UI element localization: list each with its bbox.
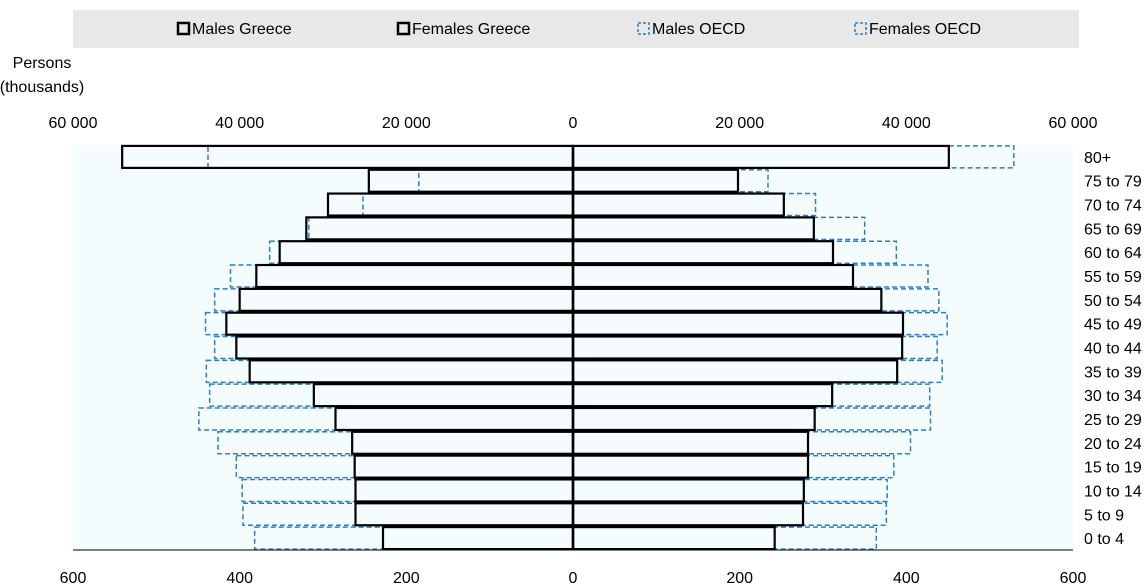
bar: [238, 287, 575, 312]
category-label: 80+: [1084, 150, 1111, 167]
category-label: 25 to 29: [1084, 412, 1142, 429]
category-labels: 80+ 75 to 79 70 to 74 65 to 69 60 to 64 55 to…: [1084, 150, 1142, 548]
category-label: 5 to 9: [1084, 507, 1124, 524]
bar: [354, 502, 575, 527]
legend: Males Greece Females Greece Males OECD Fema…: [73, 10, 1079, 48]
bar: [305, 216, 575, 241]
top-tick-label: 0: [569, 115, 578, 132]
y-axis-title-line2: (thousands): [0, 79, 84, 96]
top-tick-label: 40 000: [215, 115, 264, 132]
category-label: 40 to 44: [1084, 341, 1142, 358]
bar: [571, 240, 835, 265]
bottom-tick-label: 600: [60, 570, 87, 587]
top-tick-label: 20 000: [382, 115, 431, 132]
top-tick-label: 20 000: [715, 115, 764, 132]
legend-swatch: [637, 22, 650, 35]
category-label: 65 to 69: [1084, 221, 1142, 238]
category-label: 20 to 24: [1084, 436, 1142, 453]
bottom-axis-ticks: 600 400 200 0 200 400 600: [60, 570, 1087, 587]
category-label: 35 to 39: [1084, 364, 1142, 381]
bar: [571, 263, 855, 289]
bar: [571, 168, 740, 193]
bar: [571, 287, 883, 312]
y-axis-title-line1: Persons: [13, 55, 72, 72]
top-axis-ticks: 60 000 40 000 20 000 0 20 000 40 000 60 000: [49, 115, 1098, 132]
category-label: 60 to 64: [1084, 245, 1142, 262]
bar: [248, 359, 575, 384]
bar: [326, 192, 575, 217]
top-tick-label: 60 000: [49, 115, 98, 132]
bar: [571, 406, 816, 432]
legend-swatch: [854, 22, 867, 35]
category-label: 10 to 14: [1084, 483, 1142, 500]
bar: [367, 168, 575, 193]
bar: [572, 526, 878, 550]
bottom-tick-label: 0: [569, 570, 578, 587]
category-label: 75 to 79: [1084, 174, 1142, 191]
bar: [571, 144, 950, 170]
bar: [571, 311, 905, 336]
top-tick-label: 60 000: [1049, 115, 1098, 132]
bar: [353, 454, 575, 479]
legend-label: Males OECD: [652, 21, 745, 38]
category-label: 15 to 19: [1084, 460, 1142, 477]
legend-label: Females OECD: [869, 21, 981, 38]
bar: [225, 311, 575, 336]
category-label: 30 to 34: [1084, 388, 1142, 405]
y-axis-title: Persons (thousands): [0, 55, 84, 96]
bar: [312, 383, 575, 408]
bottom-tick-label: 200: [726, 570, 753, 587]
category-label: 0 to 4: [1084, 531, 1124, 548]
legend-background: [73, 10, 1079, 48]
bar: [571, 216, 815, 241]
bar: [571, 478, 805, 503]
bottom-tick-label: 400: [226, 570, 253, 587]
legend-label: Males Greece: [192, 21, 292, 38]
legend-swatch: [396, 21, 411, 36]
bar: [571, 192, 785, 217]
category-label: 70 to 74: [1084, 198, 1142, 215]
bar: [571, 430, 810, 455]
bar: [571, 359, 899, 384]
legend-label: Females Greece: [412, 21, 530, 38]
bar: [255, 263, 575, 289]
bar: [571, 454, 810, 479]
bar: [571, 502, 805, 527]
bar: [571, 525, 776, 551]
bar: [571, 383, 834, 408]
bar: [235, 335, 575, 360]
bottom-tick-label: 600: [1060, 570, 1087, 587]
bottom-tick-label: 200: [393, 570, 420, 587]
category-label: 45 to 49: [1084, 317, 1142, 334]
bar: [351, 430, 575, 455]
bottom-tick-label: 400: [893, 570, 920, 587]
category-label: 55 to 59: [1084, 269, 1142, 286]
bar: [571, 335, 904, 360]
top-tick-label: 40 000: [882, 115, 931, 132]
bar: [121, 144, 575, 170]
legend-swatch: [176, 21, 191, 36]
bar: [354, 478, 575, 503]
category-label: 50 to 54: [1084, 293, 1142, 310]
bar: [381, 525, 575, 551]
bar: [334, 406, 575, 432]
bar: [278, 240, 575, 265]
